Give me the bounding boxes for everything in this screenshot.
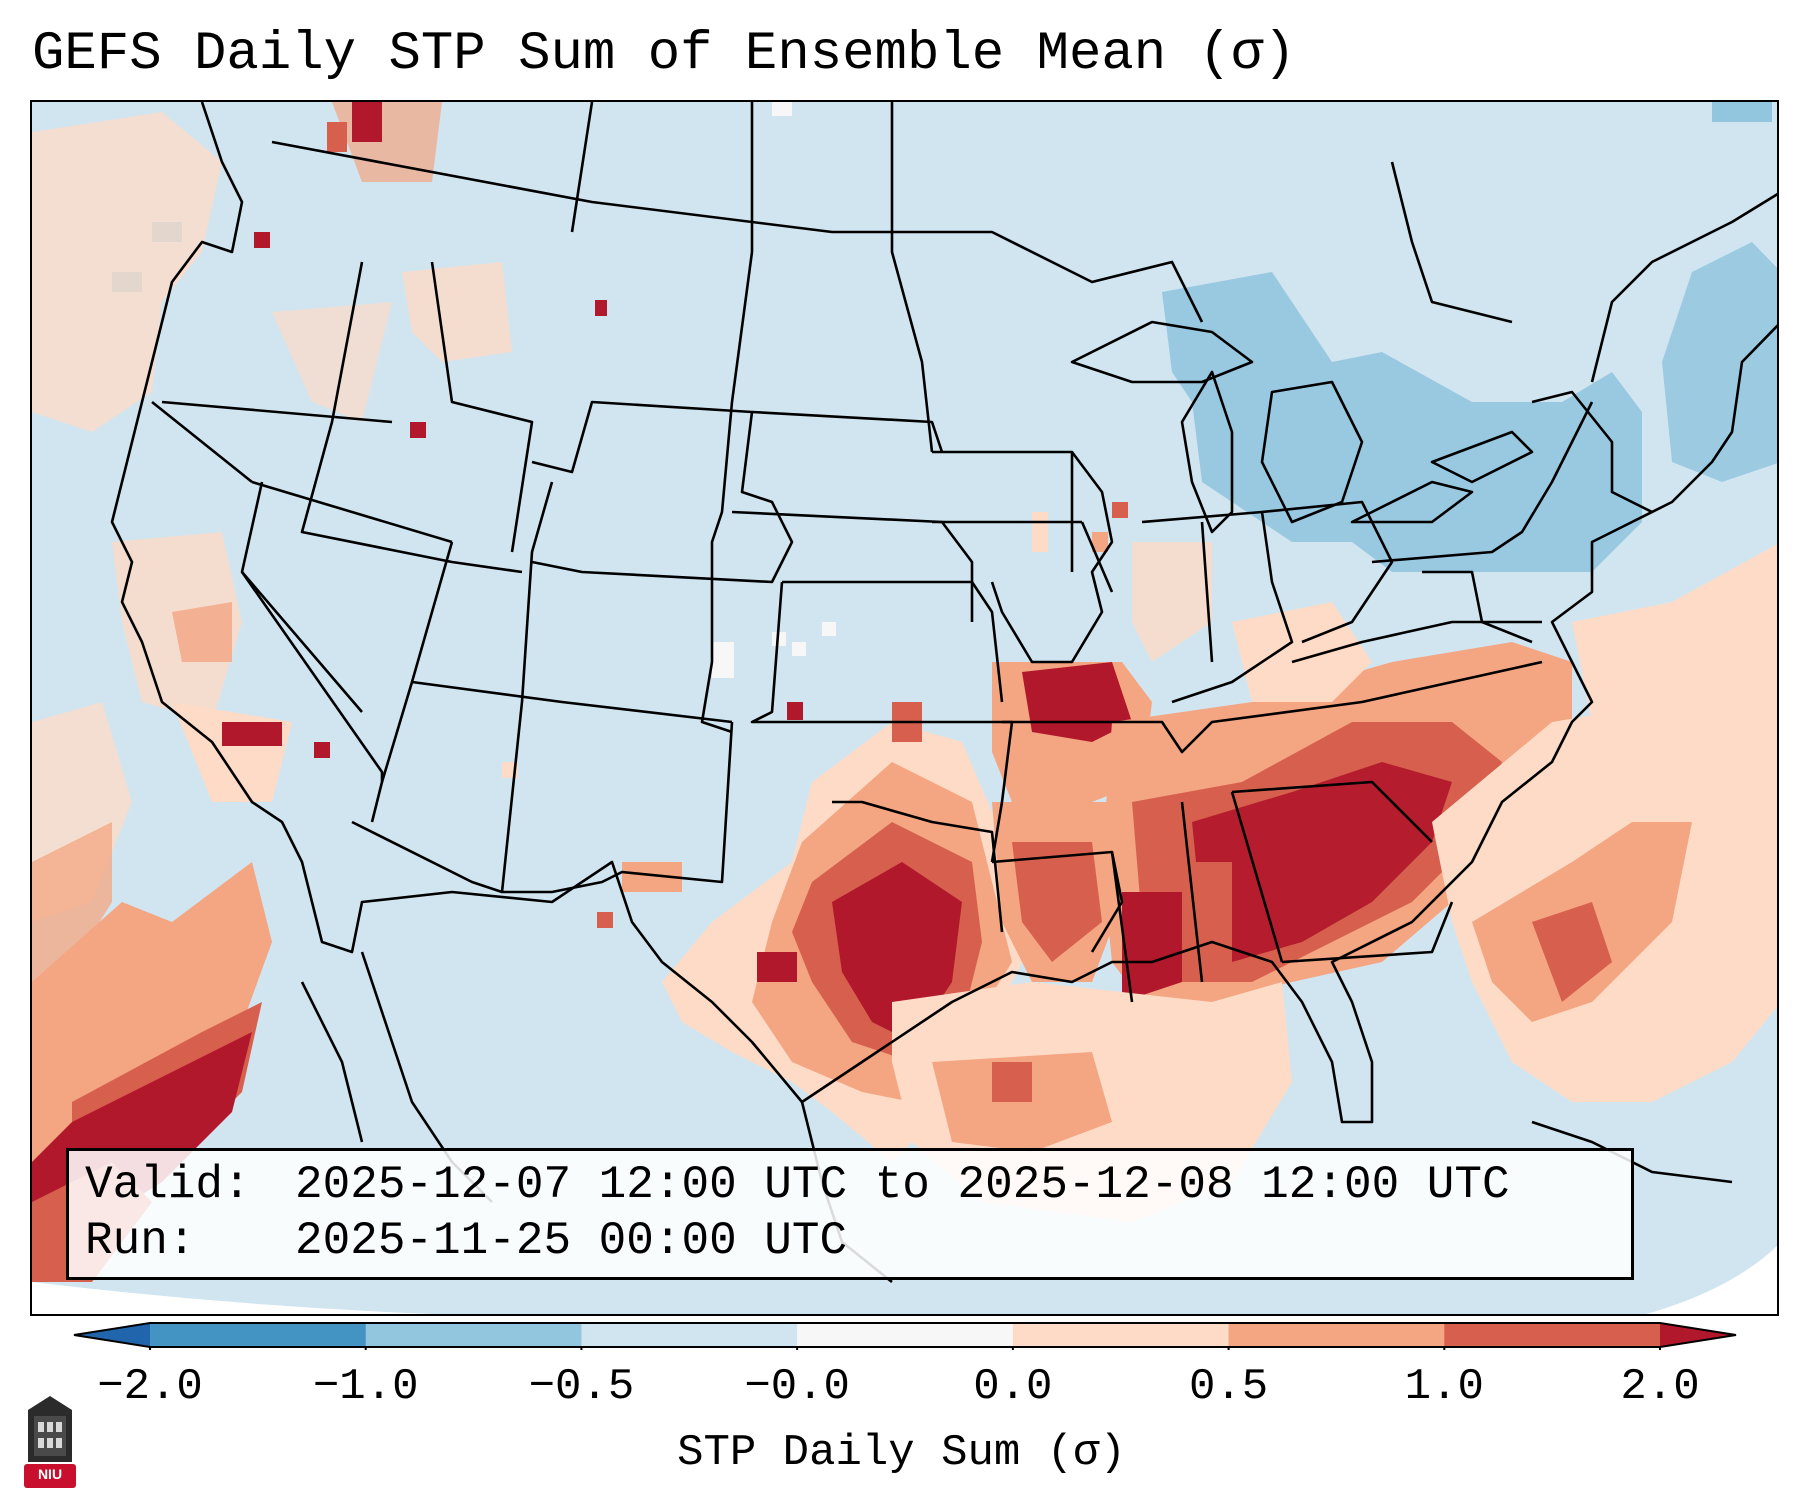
colorbar-segment [1228, 1323, 1445, 1347]
stp-anomaly-field [32, 102, 1777, 1282]
colorbar-segment [581, 1323, 798, 1347]
colorbar [73, 1322, 1737, 1350]
colorbar-tick-label: 1.0 [1404, 1362, 1484, 1412]
valid-key: Valid: [85, 1159, 251, 1211]
projection-edge [32, 1282, 433, 1314]
colorbar-tick-label: −1.0 [312, 1362, 419, 1412]
colorbar-tick-label: −2.0 [97, 1362, 203, 1412]
run-row: Run: 2025-11-25 00:00 UTC [85, 1213, 1631, 1269]
valid-value: 2025-12-07 12:00 UTC to 2025-12-08 12:00… [295, 1159, 1510, 1211]
colorbar-tick-label: 0.0 [973, 1362, 1053, 1412]
niu-logo [24, 1396, 76, 1488]
run-value: 2025-11-25 00:00 UTC [295, 1215, 848, 1267]
colorbar-extend-low [74, 1323, 150, 1347]
colorbar-segment [365, 1323, 582, 1347]
run-key: Run: [85, 1215, 196, 1267]
colorbar-segment [1012, 1323, 1230, 1347]
colorbar-extend-high [1660, 1323, 1736, 1347]
colorbar-tick-label: −0.5 [528, 1362, 635, 1412]
colorbar-tick-label: −0.0 [744, 1362, 850, 1412]
projection-edge-right [1646, 1245, 1777, 1314]
validity-info-box: Valid: 2025-12-07 12:00 UTC to 2025-12-08… [66, 1148, 1634, 1280]
valid-row: Valid: 2025-12-07 12:00 UTC to 2025-12-08… [85, 1157, 1631, 1213]
colorbar-segment [797, 1323, 1014, 1347]
colorbar-segment [150, 1323, 367, 1347]
map-panel [30, 100, 1779, 1316]
stp-map [32, 102, 1777, 1314]
colorbar-label: STP Daily Sum (σ) [677, 1428, 1126, 1478]
colorbar-tick-label: 2.0 [1620, 1362, 1700, 1412]
map-title: GEFS Daily STP Sum of Ensemble Mean (σ) [32, 24, 1296, 85]
colorbar-segment [1444, 1323, 1661, 1347]
colorbar-tick-label: 0.5 [1188, 1362, 1269, 1412]
state-boundaries [110, 102, 1777, 1284]
